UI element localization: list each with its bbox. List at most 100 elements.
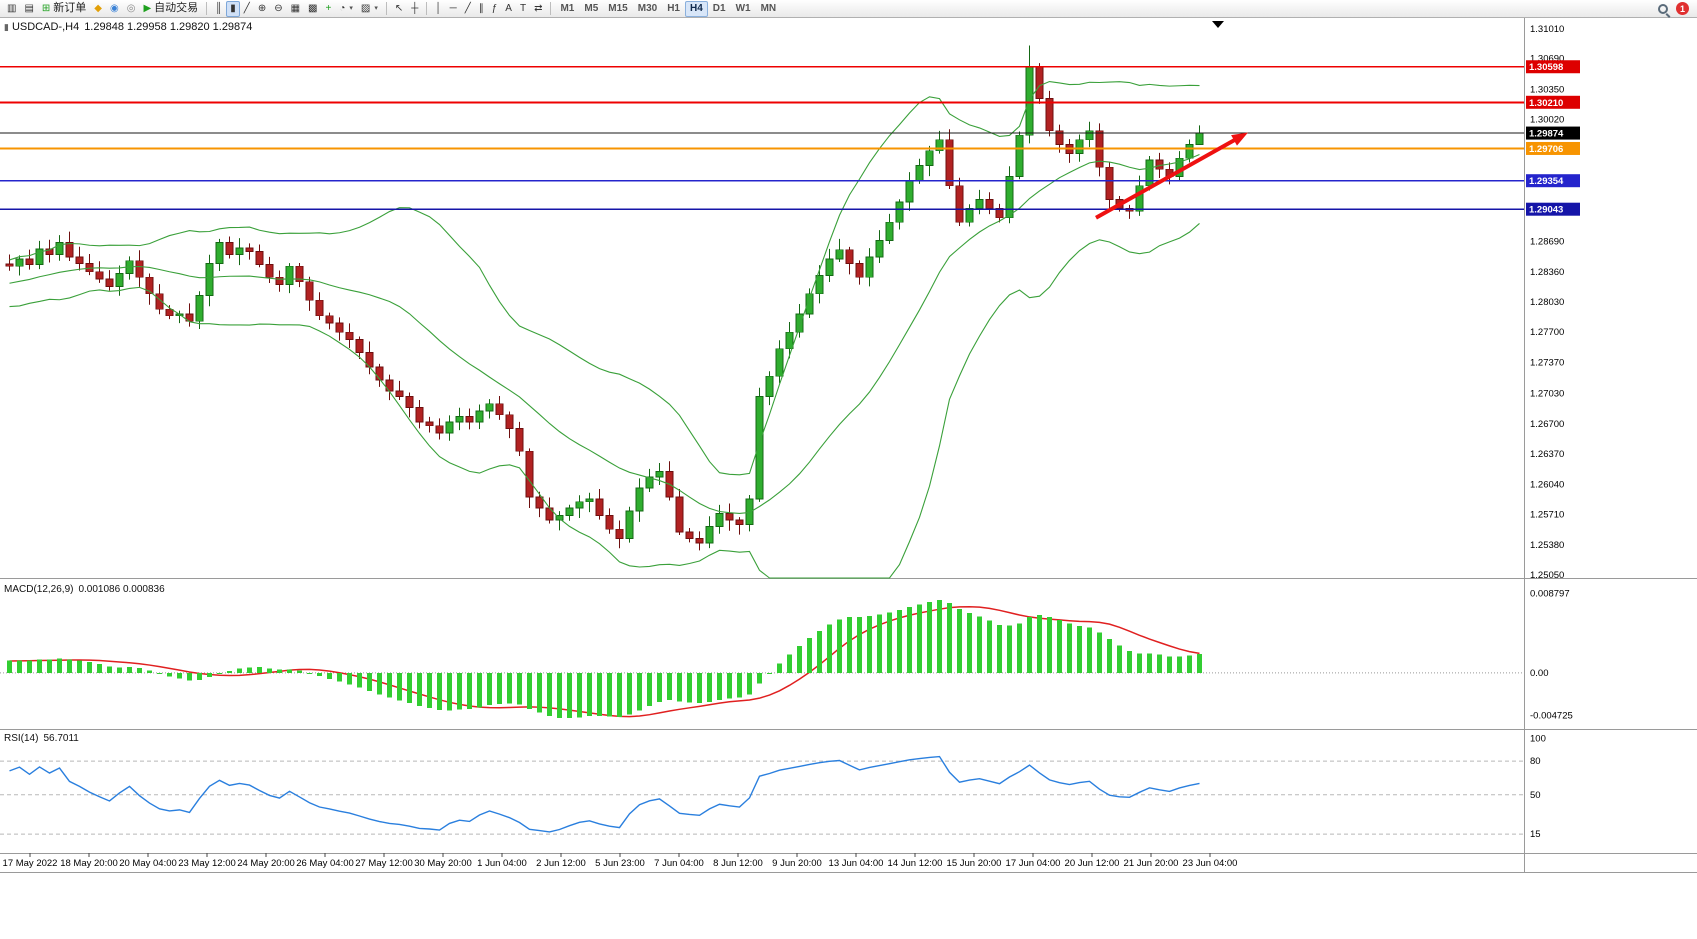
timeframe-h4-button[interactable]: H4 [684,0,708,17]
zoom-out-button[interactable]: ⊖ [270,1,286,17]
timeframe-m5-button[interactable]: M5 [579,1,603,17]
candle [5,263,14,267]
text-icon: A [505,2,512,14]
zoom-in-button[interactable]: ⊕ [254,1,270,17]
candle [935,139,944,152]
macd-bar [247,667,252,673]
timeframe-h1-button[interactable]: H1 [662,1,685,17]
candle [975,198,984,209]
text-label-button[interactable]: T [516,1,530,17]
candle [345,331,354,340]
candlestick-chart-button[interactable]: ▮ [226,0,240,17]
cursor-button[interactable]: ↖ [391,1,407,17]
svg-text:0.008797: 0.008797 [1530,589,1570,600]
cascade-windows-button[interactable]: ▩ [304,1,321,17]
svg-text:1.31010: 1.31010 [1530,24,1564,35]
timeframe-mn-button[interactable]: MN [756,1,782,17]
indicators-button[interactable]: + [322,1,336,17]
toolbar-separator [550,2,552,15]
fibonacci-button[interactable]: ƒ [488,1,502,17]
vertical-line-button[interactable]: │ [431,1,445,17]
candle [685,531,694,539]
text-label-icon: T [519,2,527,14]
line-chart-button[interactable]: ╱ [240,1,254,17]
candle [135,260,144,278]
candle [155,293,164,310]
crosshair-button[interactable]: ┼ [407,1,422,17]
candle [1135,185,1144,212]
candle [875,240,884,258]
macd-bar [707,672,712,703]
periods-button[interactable]: ◔ ▾ [335,1,357,17]
macd-bar [987,620,992,673]
macd-bar [1047,616,1052,673]
candle [565,507,574,516]
candle [375,366,384,381]
data-window-button[interactable]: ◎ [123,1,140,17]
timeframe-w1-button[interactable]: W1 [731,1,756,17]
candle [635,487,644,512]
timeframe-m1-button[interactable]: M1 [555,1,579,17]
timeframe-m30-button[interactable]: M30 [633,1,662,17]
equidistant-channel-icon: ∥ [478,2,484,14]
auto-trading-button[interactable]: ▶ 自动交易 [139,1,202,17]
svg-text:30 May 20:00: 30 May 20:00 [414,858,472,869]
svg-text:1.27370: 1.27370 [1530,357,1564,368]
macd-bar [447,672,452,711]
macd-bar [347,672,352,685]
macd-bar [77,660,82,673]
profiles-button[interactable]: ▤ [20,1,37,17]
candles-layer [5,45,1204,551]
svg-text:1.29354: 1.29354 [1529,176,1564,187]
macd-bar [27,660,32,673]
trendline-button[interactable]: ╱ [461,1,475,17]
timeframe-d1-button[interactable]: D1 [708,1,731,17]
macd-bar [1067,623,1072,673]
candle [505,414,514,429]
svg-text:1.30690: 1.30690 [1530,53,1564,64]
candle [885,221,894,242]
candle [765,375,774,397]
svg-text:50: 50 [1530,790,1541,801]
search-icon[interactable] [1658,3,1668,14]
metaeditor-button[interactable]: ◆ [90,1,106,17]
macd-bar [727,672,732,699]
notification-badge[interactable]: 1 [1676,2,1689,15]
equidistant-channel-button[interactable]: ∥ [475,1,488,17]
rsi-line [9,755,1200,833]
horizontal-line-objects[interactable] [0,66,1524,210]
macd-bar [1077,625,1082,673]
bar-chart-button[interactable]: ║ [211,1,226,17]
candle [325,315,334,324]
horizontal-line-button[interactable]: ─ [446,1,461,17]
toolbar-separator [426,2,428,15]
macd-bar [47,659,52,673]
svg-text:1.29706: 1.29706 [1529,144,1563,155]
svg-text:9 Jun 20:00: 9 Jun 20:00 [772,858,822,869]
chart-shift-marker[interactable] [1212,21,1224,28]
zoom-group: ⊕ ⊖ [254,1,287,17]
macd-bar [417,672,422,707]
svg-text:15 Jun 20:00: 15 Jun 20:00 [947,858,1002,869]
templates-button[interactable]: ▨ ▾ [357,1,382,17]
new-chart-icon: ▥ [7,2,17,14]
new-order-button[interactable]: ⊞ 新订单 [38,1,90,17]
horizontal-line-icon: ─ [449,2,457,14]
candle [265,264,274,278]
tile-windows-button[interactable]: ▦ [287,1,304,17]
new-chart-button[interactable]: ▥ [3,1,20,17]
svg-text:23 May 12:00: 23 May 12:00 [178,858,236,869]
svg-text:15: 15 [1530,829,1541,840]
time-axis[interactable]: 17 May 2022 18 May 20:00 20 May 04:00 23 Ma… [3,853,1238,869]
macd-bar [587,672,592,717]
svg-text:17 May 2022: 17 May 2022 [3,858,58,869]
market-watch-button[interactable]: ◉ [106,1,123,17]
timeframe-m15-button[interactable]: M15 [603,1,632,17]
text-button[interactable]: A [501,1,516,17]
trend-arrow[interactable] [1095,132,1248,220]
macd-indicator-values: 0.001086 0.000836 [78,584,165,595]
candle [655,471,664,478]
toolbar-separator [385,2,387,15]
arrows-button[interactable]: ⇄ [530,1,546,17]
